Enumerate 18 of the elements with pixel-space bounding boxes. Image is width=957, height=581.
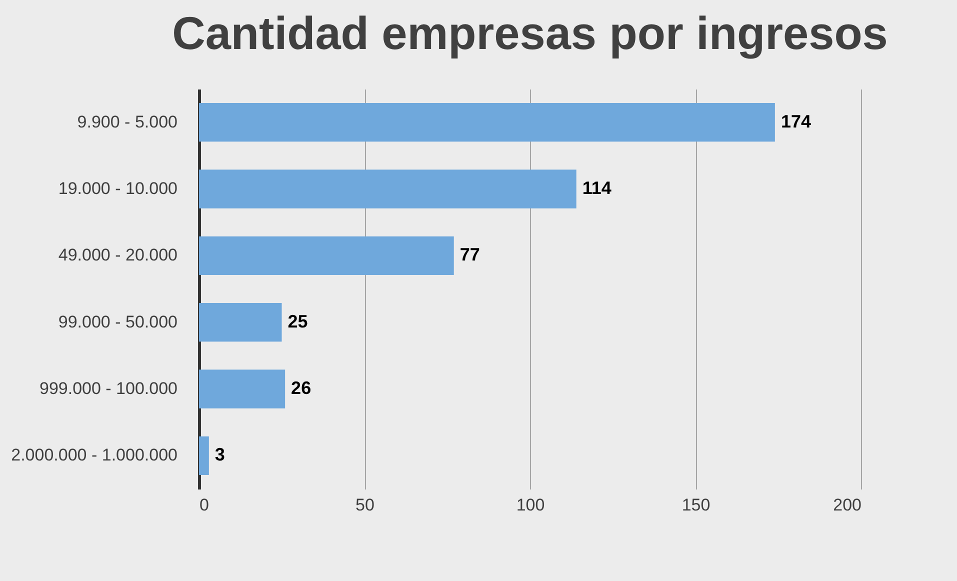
data-label: 174 [780, 111, 811, 132]
data-label: 77 [460, 244, 480, 265]
x-tick-label: 0 [200, 496, 209, 514]
y-tick-label: 49.000 - 20.000 [58, 246, 178, 265]
data-label: 26 [291, 378, 312, 398]
y-tick-label: 19.000 - 10.000 [58, 179, 178, 198]
y-tick-label: 99.000 - 50.000 [58, 312, 178, 332]
data-label: 25 [288, 311, 308, 332]
x-tick-label: 50 [356, 496, 374, 514]
x-tick-label: 200 [833, 496, 862, 514]
data-label: 3 [214, 444, 225, 465]
x-tick-label: 100 [516, 496, 545, 514]
chart-title: Cantidad empresas por ingresos [172, 7, 888, 59]
y-tick-label: 999.000 - 100.000 [39, 379, 178, 398]
data-label: 114 [582, 178, 612, 198]
y-tick-label: 2.000.000 - 1.000.000 [11, 446, 178, 465]
x-tick-label: 150 [682, 496, 710, 514]
y-tick-label: 9.900 - 5.000 [77, 112, 178, 132]
